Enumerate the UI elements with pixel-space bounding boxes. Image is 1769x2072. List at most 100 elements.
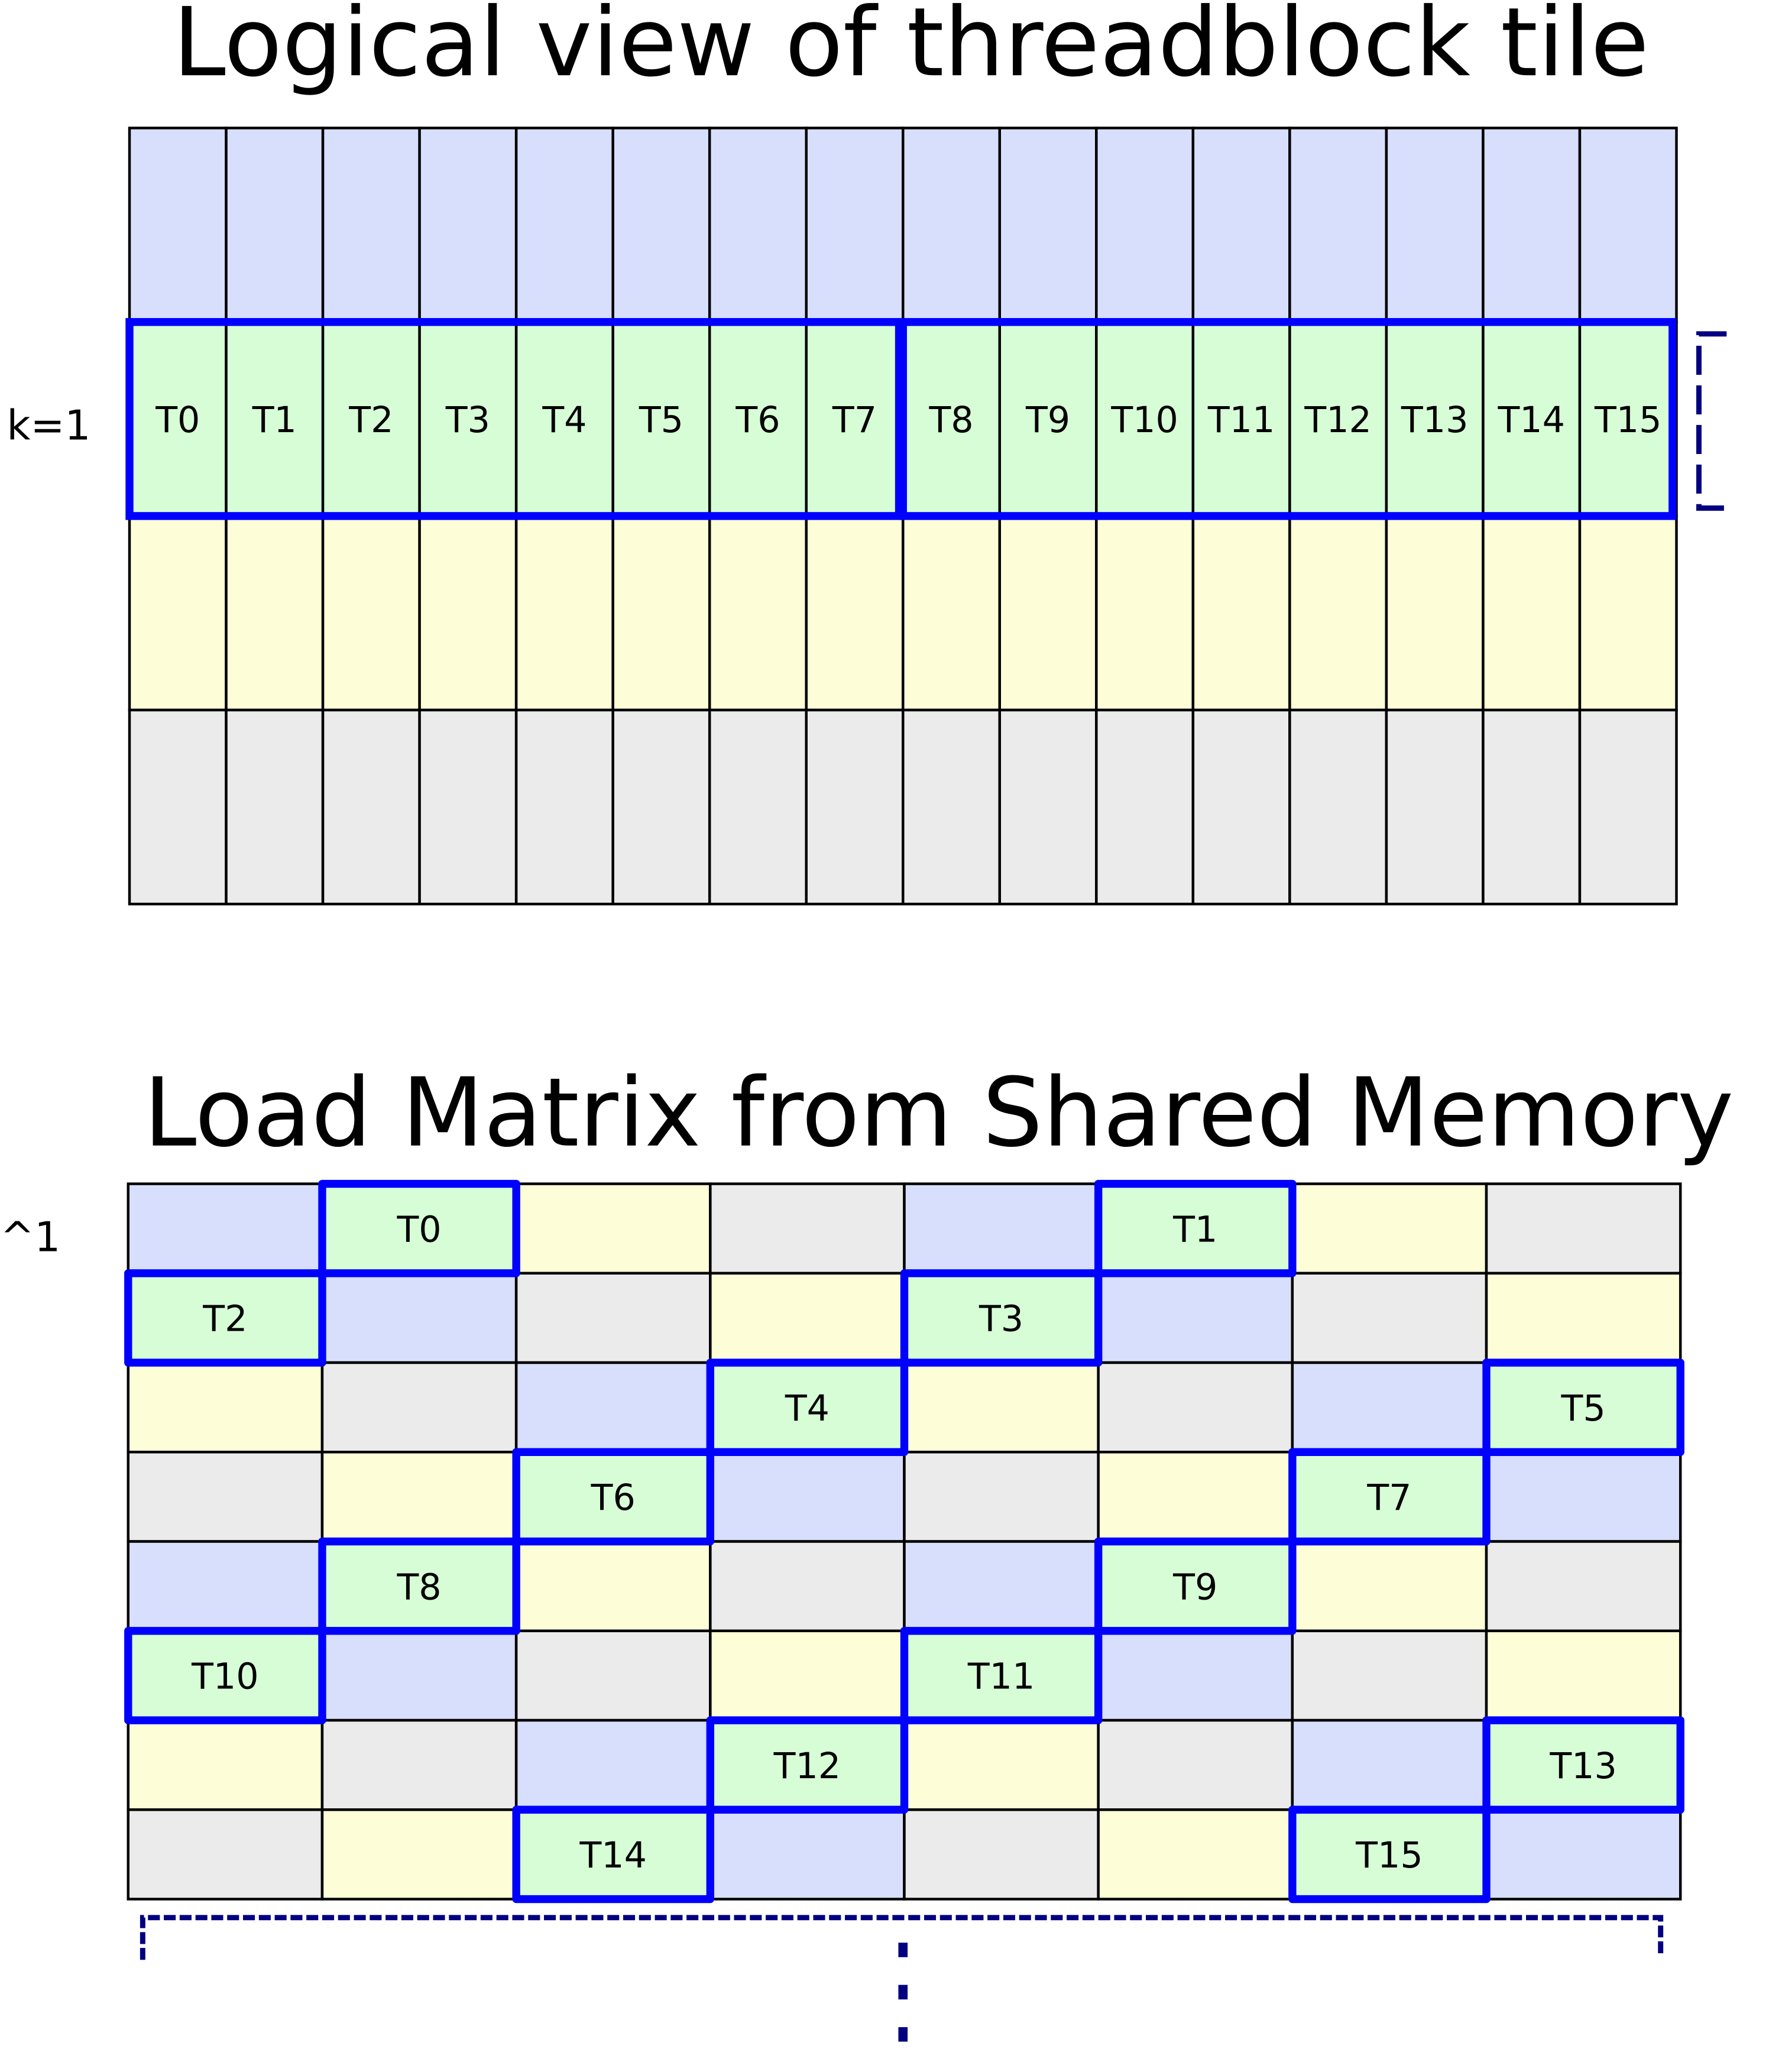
smem-cell xyxy=(709,1182,906,1275)
smem-cell xyxy=(514,1629,712,1722)
thread-label: T7 xyxy=(832,400,877,441)
thread-label: T2 xyxy=(202,1299,247,1340)
smem-cell xyxy=(127,1451,324,1543)
tile-cell xyxy=(418,708,518,906)
smem-cell xyxy=(1097,1629,1294,1722)
thread-cell-highlight xyxy=(1482,1716,1684,1814)
tile-cell xyxy=(1578,127,1678,323)
thread-label: T7 xyxy=(1366,1477,1411,1519)
tile-cell xyxy=(1095,708,1195,906)
thread-cell-highlight xyxy=(318,1537,520,1635)
smem-cell xyxy=(127,1182,324,1275)
tile-cell xyxy=(1191,708,1291,906)
tile-cell xyxy=(611,708,711,906)
shared-memory-grid: T0 T1 T2 T3 T4 T5 T6 T7 T8 T9 T10 T11 T12 T13 T14 T15 xyxy=(124,1179,1684,1904)
tile-cell xyxy=(611,514,711,712)
thread-label: T3 xyxy=(979,1299,1023,1340)
smem-cell xyxy=(514,1540,712,1633)
smem-cell xyxy=(1291,1451,1488,1543)
thread-label: T2 xyxy=(348,400,393,441)
tile-cell xyxy=(611,127,711,323)
tile-cell xyxy=(1191,320,1291,518)
tile-cell xyxy=(1191,514,1291,712)
tile-cell xyxy=(1482,708,1582,906)
tile-cell xyxy=(128,127,228,323)
tile-cell xyxy=(321,514,421,712)
tile-cell xyxy=(418,127,518,323)
smem-cell xyxy=(127,1718,324,1811)
smem-cell xyxy=(320,1808,518,1901)
thread-label: T14 xyxy=(579,1835,646,1876)
row-bracket xyxy=(1696,331,1735,511)
tile-cell xyxy=(1288,514,1388,712)
thread-label: T12 xyxy=(773,1746,841,1787)
tile-cell xyxy=(1578,514,1678,712)
tile-cell xyxy=(321,708,421,906)
thread-label: T9 xyxy=(1025,400,1070,441)
smem-cell xyxy=(514,1361,712,1454)
smem-cell xyxy=(709,1451,906,1543)
smem-cell xyxy=(1291,1718,1488,1811)
tile-cell xyxy=(902,708,1002,906)
smem-cell xyxy=(903,1808,1100,1901)
thread-cell-highlight xyxy=(124,1627,326,1724)
thread-label: T6 xyxy=(591,1477,636,1519)
thread-cell-highlight xyxy=(1094,1537,1297,1635)
thread-label: T5 xyxy=(639,400,683,441)
smem-cell xyxy=(1485,1540,1682,1633)
smem-cell xyxy=(709,1540,906,1633)
tile-cell xyxy=(805,127,905,323)
smem-cell xyxy=(127,1808,324,1901)
thread-cell-highlight xyxy=(900,1269,1103,1367)
thread-label: T3 xyxy=(445,400,490,441)
tile-cell xyxy=(611,320,711,518)
thread-label: T8 xyxy=(928,400,973,441)
smem-cell xyxy=(514,1272,712,1364)
smem-cell xyxy=(1485,1629,1682,1722)
smem-cell xyxy=(903,1182,1100,1275)
tile-cell xyxy=(1578,320,1678,518)
smem-cell xyxy=(320,1182,518,1275)
thread-label: T10 xyxy=(1110,400,1178,441)
tile-cell xyxy=(1191,127,1291,323)
thread-group-highlight xyxy=(899,318,1677,520)
tile-cell xyxy=(708,708,808,906)
tile-cell xyxy=(805,708,905,906)
tile-cell xyxy=(418,514,518,712)
thread-cell-highlight xyxy=(512,1805,715,1904)
smem-cell xyxy=(709,1629,906,1722)
smem-cell xyxy=(1291,1182,1488,1275)
smem-cell xyxy=(1097,1182,1294,1275)
thread-label: T8 xyxy=(396,1567,441,1608)
smem-cell xyxy=(1485,1808,1682,1901)
smem-cell xyxy=(903,1361,1100,1454)
thread-label: T4 xyxy=(542,400,587,441)
thread-label: T12 xyxy=(1304,400,1372,441)
smem-cell xyxy=(1097,1718,1294,1811)
thread-cell-highlight xyxy=(900,1627,1103,1724)
tile-cell xyxy=(902,514,1002,712)
tile-cell xyxy=(1385,127,1485,323)
thread-label: T5 xyxy=(1561,1388,1606,1429)
smem-cell xyxy=(1485,1182,1682,1275)
smem-cell xyxy=(514,1182,712,1275)
tile-cell xyxy=(128,514,228,712)
tile-cell xyxy=(1288,127,1388,323)
smem-cell xyxy=(1291,1629,1488,1722)
tile-cell xyxy=(708,514,808,712)
smem-cell xyxy=(1291,1540,1488,1633)
thread-label: T1 xyxy=(252,400,297,441)
thread-label: T11 xyxy=(1207,400,1275,441)
tile-cell xyxy=(1095,127,1195,323)
smem-cell xyxy=(709,1718,906,1811)
shared-memory-title: Load Matrix from Shared Memory xyxy=(144,1058,1734,1168)
smem-cell xyxy=(903,1451,1100,1543)
smem-cell xyxy=(1291,1272,1488,1364)
smem-cell xyxy=(1485,1272,1682,1364)
smem-cell xyxy=(320,1272,518,1364)
tile-cell xyxy=(902,127,1002,323)
tile-cell xyxy=(1385,708,1485,906)
tile-cell xyxy=(1578,708,1678,906)
smem-cell xyxy=(127,1361,324,1454)
tile-cell xyxy=(514,708,614,906)
